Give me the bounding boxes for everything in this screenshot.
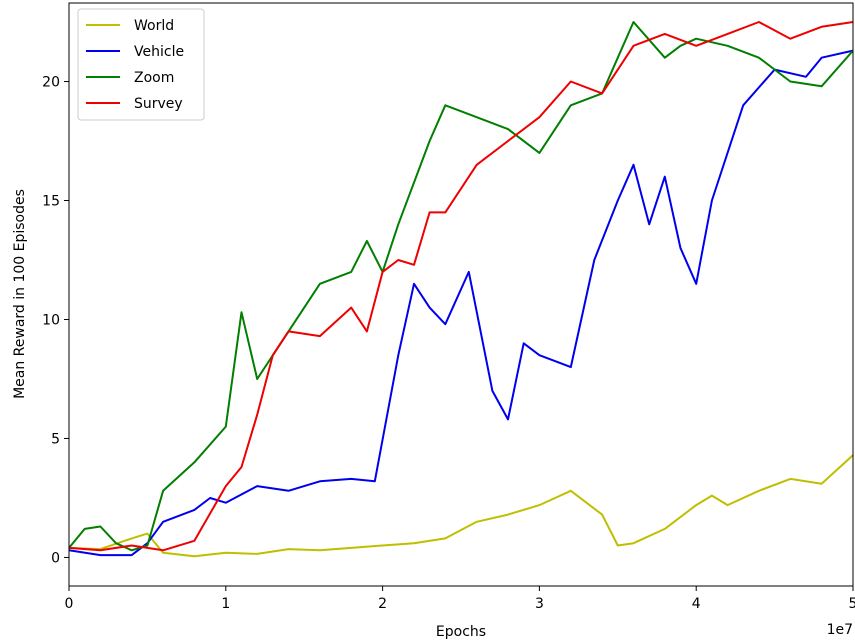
series-line-survey xyxy=(68,21,854,552)
x-tick-label: 5 xyxy=(849,596,855,612)
x-tick-label: 0 xyxy=(65,596,74,612)
y-tick-label: 15 xyxy=(42,194,60,210)
x-tick-label: 1 xyxy=(221,596,230,612)
legend-label-survey: Survey xyxy=(134,96,183,112)
legend-label-vehicle: Vehicle xyxy=(134,44,184,60)
y-tick-label: 20 xyxy=(42,75,60,91)
legend-box xyxy=(77,8,205,121)
series-line-vehicle xyxy=(68,49,854,557)
x-axis-ticks: 0 1 2 3 4 5 xyxy=(65,586,855,612)
legend: World Vehicle Zoom Survey xyxy=(77,8,205,121)
x-axis-offset-label: 1e7 xyxy=(827,622,853,638)
plot-frame xyxy=(68,2,854,587)
series-line-world xyxy=(68,454,854,558)
x-tick-label: 2 xyxy=(378,596,387,612)
y-tick-label: 5 xyxy=(51,431,60,447)
y-axis-label: Mean Reward in 100 Episodes xyxy=(12,189,28,399)
plot-lines xyxy=(68,21,854,558)
y-tick-label: 10 xyxy=(42,312,60,328)
y-axis-ticks: 0 5 10 15 20 xyxy=(42,75,69,566)
x-axis-label: Epochs xyxy=(436,624,486,640)
legend-label-world: World xyxy=(134,18,174,34)
x-tick-label: 4 xyxy=(692,596,701,612)
y-tick-label: 0 xyxy=(51,550,60,566)
legend-label-zoom: Zoom xyxy=(134,70,174,86)
x-tick-label: 3 xyxy=(535,596,544,612)
